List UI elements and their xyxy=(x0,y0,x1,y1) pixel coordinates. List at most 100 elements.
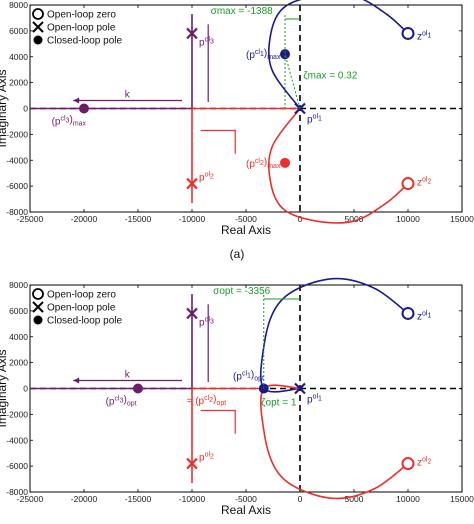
caption-a: (a) xyxy=(230,247,245,261)
open-loop-zero-marker xyxy=(401,177,415,191)
p2-label: (pcl2)max xyxy=(246,157,281,170)
p1ol-label: pol1 xyxy=(307,394,322,406)
y-tick-label: 2000 xyxy=(9,78,28,88)
z2-label: zol2 xyxy=(417,457,431,469)
p1-label: (pcl1)max xyxy=(246,48,281,61)
k-label: k xyxy=(125,370,131,381)
y-axis-label: Imaginary Axis xyxy=(0,69,9,147)
y-tick-label: 8000 xyxy=(9,280,28,290)
x-tick-label: 15000 xyxy=(450,494,474,504)
chart-panel-a: -25000 -20000 -15000 -10000 -5000 0 5000 10000 1… xyxy=(0,0,474,237)
sigma-label: σopt = -3356 xyxy=(213,286,270,297)
y-tick-label: -4000 xyxy=(6,155,28,165)
x-tick-label: -20000 xyxy=(71,494,98,504)
sigma-label: σmax = -1388 xyxy=(211,6,273,17)
y-tick-label: 6000 xyxy=(9,26,28,36)
closed-loop-pole-marker xyxy=(280,49,291,60)
x-tick-label: -20000 xyxy=(71,214,98,224)
locus-branch xyxy=(191,387,264,483)
x-tick-label: -15000 xyxy=(125,214,152,224)
legend-entry: Open-loop zero xyxy=(47,290,116,301)
z1-label: zol1 xyxy=(417,30,431,42)
legend: Open-loop zero Open-loop pole Closed-loop … xyxy=(32,288,122,327)
zeta-label: ζmax = 0.32 xyxy=(303,71,358,82)
x-tick-label: -25000 xyxy=(17,494,44,504)
red-arrow xyxy=(200,409,236,434)
legend: Open-loop zero Open-loop pole Closed-loop … xyxy=(32,8,122,47)
legend-entry: Open-loop zero xyxy=(47,10,116,21)
y-tick-label: 2000 xyxy=(9,358,28,368)
p2-label: = (pcl2)opt xyxy=(187,394,227,407)
open-loop-zero-marker xyxy=(401,457,415,471)
y-tick-label: 0 xyxy=(23,104,28,114)
legend-entry: Closed-loop pole xyxy=(47,316,122,327)
z2-label: zol2 xyxy=(417,177,431,189)
open-loop-pole-marker xyxy=(186,27,198,40)
y-tick-label: -8000 xyxy=(6,207,28,217)
y-tick-label: 6000 xyxy=(9,306,28,316)
p2ol-label: pol2 xyxy=(199,172,214,184)
y-tick-label: 4000 xyxy=(9,332,28,342)
x-tick-label: 10000 xyxy=(396,214,420,224)
p1-label: (pcl1)opt xyxy=(233,369,264,382)
x-axis-label: Real Axis xyxy=(221,223,271,237)
open-loop-zero-marker xyxy=(401,26,415,40)
x-tick-label: 5000 xyxy=(345,214,364,224)
closed-loop-pole-marker xyxy=(280,157,291,168)
y-tick-label: 8000 xyxy=(9,0,28,10)
p2ol-label: pol2 xyxy=(199,452,214,464)
p3ol-label: pol3 xyxy=(199,36,214,48)
legend-entry: Open-loop pole xyxy=(47,23,116,34)
x-tick-label: 10000 xyxy=(396,494,420,504)
legend-entry: Open-loop pole xyxy=(47,303,116,314)
red-arrow xyxy=(200,129,236,154)
open-loop-pole-marker xyxy=(186,307,198,320)
locus-branch xyxy=(268,108,409,224)
x-tick-label: -10000 xyxy=(179,214,206,224)
zeta-guide xyxy=(284,54,301,109)
p3ol-label: pol3 xyxy=(199,316,214,328)
x-tick-label: -15000 xyxy=(125,494,152,504)
x-tick-label: -25000 xyxy=(17,214,44,224)
y-tick-label: -6000 xyxy=(6,461,28,471)
closed-loop-pole-marker xyxy=(79,103,89,114)
x-tick-label: 5000 xyxy=(345,494,364,504)
locus-branch xyxy=(268,0,409,109)
closed-loop-pole-marker xyxy=(133,383,143,394)
y-tick-label: -6000 xyxy=(6,181,28,191)
p3-label: (pcl3)opt xyxy=(106,395,137,408)
k-arrow-head xyxy=(73,377,80,384)
p3-label: (pcl3)max xyxy=(52,115,87,128)
open-loop-pole-marker xyxy=(186,457,198,470)
open-loop-pole-marker xyxy=(186,177,198,190)
y-tick-label: -2000 xyxy=(6,129,28,139)
legend-pole-icon xyxy=(32,301,44,313)
x-tick-label: -5000 xyxy=(235,214,257,224)
y-tick-label: 0 xyxy=(23,384,28,394)
y-tick-label: -2000 xyxy=(6,409,28,419)
chart-panel-b: -25000 -20000 -15000 -10000 -5000 0 5000 10000 1… xyxy=(0,277,474,517)
open-loop-zero-marker xyxy=(401,306,415,320)
y-tick-label: -4000 xyxy=(6,435,28,445)
legend-zero-icon xyxy=(32,288,44,300)
zeta-label: ζopt = 1 xyxy=(261,397,297,408)
x-tick-label: -10000 xyxy=(179,494,206,504)
open-loop-pole-marker xyxy=(294,382,306,395)
locus-branch xyxy=(259,277,409,393)
legend-closed-pole-icon xyxy=(33,35,43,45)
z1-label: zol1 xyxy=(417,310,431,322)
x-tick-label: -5000 xyxy=(235,494,257,504)
y-axis-label: Imaginary Axis xyxy=(0,349,9,427)
p1ol-label: pol1 xyxy=(307,114,322,126)
x-tick-label: 0 xyxy=(298,214,303,224)
legend-entry: Closed-loop pole xyxy=(47,36,122,47)
k-label: k xyxy=(125,90,131,101)
legend-closed-pole-icon xyxy=(33,315,43,325)
x-tick-label: 0 xyxy=(298,494,303,504)
y-tick-label: -8000 xyxy=(6,487,28,497)
legend-pole-icon xyxy=(32,21,44,33)
x-tick-label: 15000 xyxy=(450,214,474,224)
x-axis-label: Real Axis xyxy=(221,503,271,517)
locus-branch xyxy=(191,107,300,203)
